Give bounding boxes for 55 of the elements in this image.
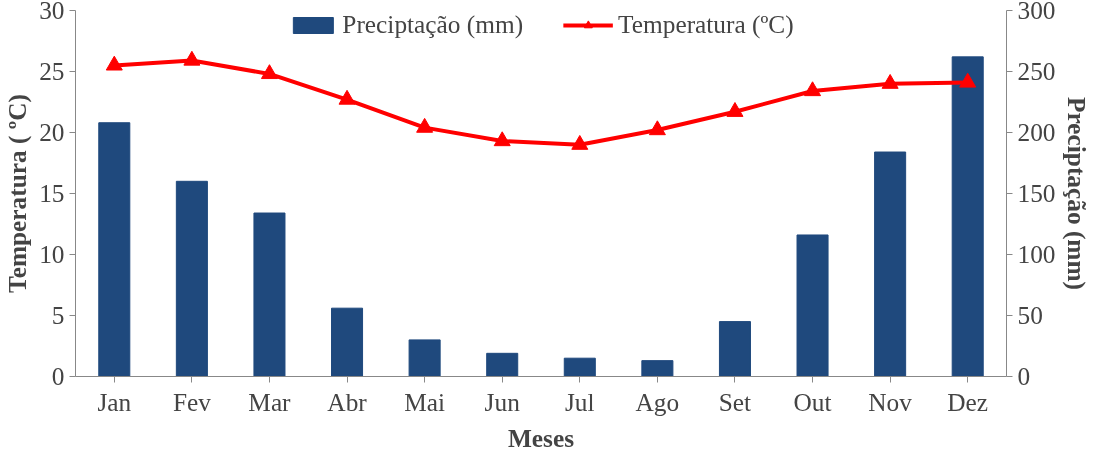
point (726, 102, 744, 117)
x-tick-label: Fev (172, 387, 212, 416)
bar (874, 151, 907, 377)
x-tick-label: Dez (947, 387, 989, 416)
y2-tick-label: 100 (1017, 240, 1056, 268)
x-tick-label: Set (718, 387, 752, 416)
y-tick-label: 20 (39, 118, 65, 146)
y-tick-label: 0 (51, 362, 65, 390)
point (881, 73, 899, 89)
point (416, 117, 434, 133)
bar (331, 307, 364, 377)
x-tick-label: Abr (327, 387, 368, 416)
legend-label: Temperatura (ºC) (618, 10, 794, 39)
bar (175, 180, 208, 377)
y-tick-label: 10 (39, 240, 65, 268)
bar (486, 352, 519, 377)
x-tick-label: Jun (484, 387, 521, 416)
bar (796, 234, 829, 377)
y2-tick-label: 50 (1017, 301, 1043, 329)
point (804, 81, 822, 97)
x-tick-label: Ago (635, 387, 680, 416)
x-tick-label: Mar (248, 387, 292, 416)
bar (253, 212, 286, 377)
point (105, 55, 123, 71)
y2-axis-title: Preciptação (mm) (1062, 97, 1092, 290)
legend-label: Preciptação (mm) (342, 10, 524, 39)
y-tick-label: 30 (39, 0, 65, 24)
x-tick-label: Out (793, 387, 832, 416)
y-tick-label: 5 (51, 301, 65, 329)
bar (98, 122, 131, 377)
point (183, 50, 201, 66)
y-tick-label: 25 (39, 57, 65, 85)
bar (951, 56, 984, 377)
bar (563, 357, 596, 377)
y2-tick-label: 0 (1017, 362, 1031, 390)
point (959, 72, 977, 88)
x-axis-title: Meses (507, 423, 575, 452)
y2-tick-label: 150 (1017, 179, 1056, 207)
y2-tick-label: 250 (1017, 57, 1056, 85)
y-tick-label: 15 (39, 179, 65, 207)
y-axis-title: Temperatura ( ºC) (3, 94, 33, 293)
bar (641, 360, 674, 377)
point (648, 120, 666, 136)
bar (718, 321, 751, 377)
x-tick-label: Nov (868, 387, 913, 416)
point (260, 64, 278, 80)
bar (408, 339, 441, 377)
x-tick-label: Jan (97, 387, 132, 416)
point (571, 134, 589, 150)
point (338, 89, 356, 105)
y2-tick-label: 200 (1017, 118, 1056, 146)
point (493, 131, 511, 147)
y2-tick-label: 300 (1017, 0, 1056, 24)
x-tick-label: Jul (565, 387, 595, 416)
x-tick-label: Mai (404, 387, 446, 416)
